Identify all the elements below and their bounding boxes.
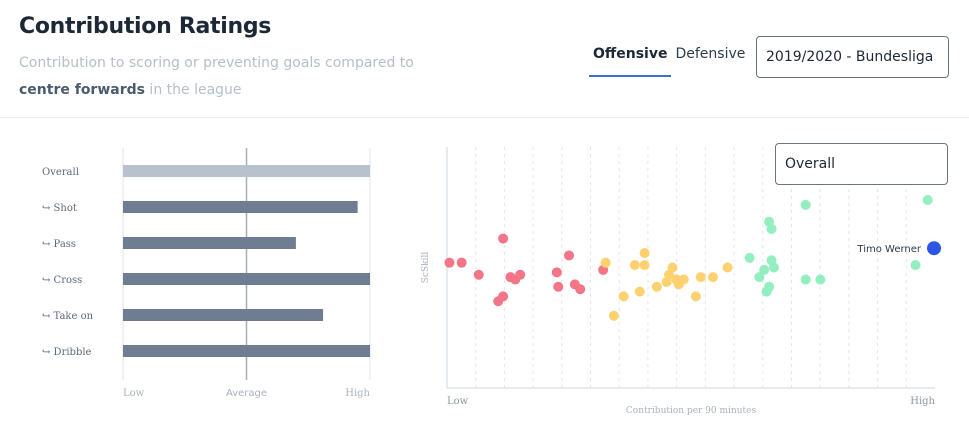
bar-category-label: ↪ Shot (42, 203, 77, 214)
scatter-point (754, 272, 765, 283)
tab-defensive[interactable]: Defensive (675, 46, 746, 62)
rating-type-tabs: Offensive Defensive (589, 43, 749, 80)
scatter-point (764, 216, 775, 227)
scatter-point (639, 248, 650, 259)
scatter-point (551, 267, 562, 278)
bar-3 (123, 273, 370, 285)
season-select[interactable]: 2019/2020 - Bundesliga (756, 36, 949, 78)
bar-x-tick-label: High (345, 388, 370, 399)
scatter-x-axis-label: Contribution per 90 minutes (626, 406, 757, 416)
bar-category-label: Overall (42, 167, 79, 178)
scatter-x-tick-label: Low (447, 396, 469, 407)
season-select-value: 2019/2020 - Bundesliga (766, 49, 934, 65)
scatter-point (600, 257, 611, 268)
scatter-point (553, 281, 564, 292)
scatter-chart: Timo Werner Low High Contribution per 90 mi… (421, 147, 942, 416)
header-divider (0, 117, 969, 118)
scatter-point (910, 260, 921, 271)
bar-4 (123, 309, 324, 321)
scatter-point (456, 257, 467, 268)
subtitle-text-start: Contribution to scoring or preventing go… (19, 55, 414, 71)
bar-category-label: ↪ Pass (42, 239, 76, 250)
page-subtitle: Contribution to scoring or preventing go… (19, 50, 419, 104)
scatter-point (444, 257, 455, 268)
scatter-point (629, 260, 640, 271)
bar-chart: Overall ↪ Shot ↪ Pass ↪ Cross ↪ Take on ↪ Dri… (42, 148, 371, 399)
bar-2 (123, 237, 296, 249)
scatter-point (800, 274, 811, 285)
scatter-point (498, 233, 509, 244)
subtitle-position-highlight: centre forwards (19, 82, 145, 98)
scatter-point (800, 199, 811, 210)
scatter-point (639, 260, 650, 271)
subtitle-text-end: in the league (144, 82, 242, 98)
scatter-point (815, 274, 826, 285)
scatter-point (473, 269, 484, 280)
bar-category-label: ↪ Take on (42, 311, 94, 322)
metric-select-value: Overall (785, 156, 836, 172)
scatter-point (678, 274, 689, 285)
scatter-point (618, 291, 629, 302)
tab-offensive[interactable]: Offensive (589, 43, 672, 77)
scatter-point (695, 272, 706, 283)
scatter-point (651, 281, 662, 292)
scatter-x-tick-label: High (910, 396, 935, 407)
scatter-point (722, 262, 733, 273)
scatter-point (768, 262, 779, 273)
bar-5 (123, 345, 370, 357)
metric-select[interactable]: Overall (775, 143, 948, 185)
scatter-y-axis-label: ScSkill (421, 252, 431, 284)
scatter-point (764, 281, 775, 292)
scatter-point (575, 284, 586, 295)
bar-category-label: ↪ Cross (42, 275, 82, 286)
page-title: Contribution Ratings (19, 14, 272, 39)
bar-category-label: ↪ Dribble (42, 347, 92, 358)
scatter-point (564, 250, 574, 261)
scatter-point (759, 264, 770, 275)
bar-1 (123, 201, 358, 213)
bar-x-tick-label: Low (123, 388, 145, 399)
scatter-point (608, 310, 619, 321)
scatter-point (707, 272, 718, 283)
bar-x-tick-label: Average (226, 388, 267, 399)
highlighted-player-point (927, 241, 942, 256)
scatter-point (515, 269, 526, 280)
scatter-point (493, 296, 504, 307)
scatter-point (690, 291, 701, 302)
scatter-point (744, 252, 755, 263)
scatter-point (922, 195, 933, 206)
scatter-point (667, 262, 678, 273)
highlighted-player-label: Timo Werner (856, 244, 921, 255)
scatter-point (634, 286, 645, 297)
bar-0 (123, 165, 370, 177)
